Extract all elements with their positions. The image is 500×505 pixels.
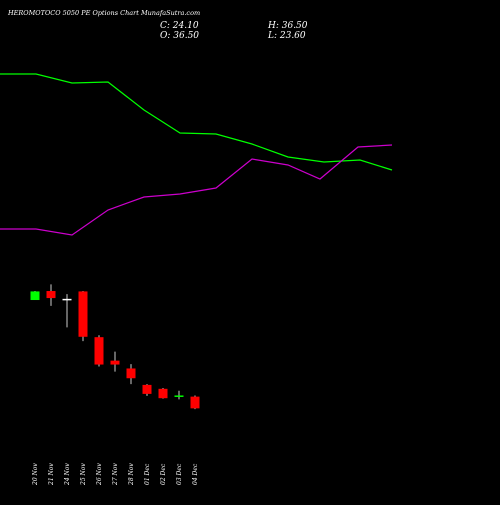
candles xyxy=(30,284,200,410)
x-axis-labels: 20 Nov 21 Nov 24 Nov 25 Nov 26 Nov 27 Nov 28 N… xyxy=(32,463,199,486)
x-tick-label: 03 Dec xyxy=(176,463,183,485)
x-tick-label: 01 Dec xyxy=(144,463,151,485)
x-tick-label: 02 Dec xyxy=(160,463,167,485)
x-tick-label: 27 Nov xyxy=(112,463,119,486)
x-tick-label: 04 Dec xyxy=(192,463,199,485)
green-indicator-line xyxy=(0,73,393,171)
candle-body xyxy=(110,360,120,365)
x-tick-label: 25 Nov xyxy=(80,463,87,486)
close-label: C: 24.10 xyxy=(160,21,199,31)
x-tick-label: 26 Nov xyxy=(96,463,103,486)
chart-title: HEROMOTOCO 5050 PE Options Chart MunafaS… xyxy=(7,9,200,17)
candle-body xyxy=(158,388,168,399)
candle-body xyxy=(94,337,104,365)
x-tick-label: 21 Nov xyxy=(48,463,55,486)
open-label: O: 36.50 xyxy=(160,31,199,41)
candle-body xyxy=(30,291,40,301)
x-tick-label: 28 Nov xyxy=(128,463,135,486)
candle-body xyxy=(174,395,184,397)
low-label: L: 23.60 xyxy=(267,31,306,41)
x-tick-label: 20 Nov xyxy=(32,463,39,486)
candle-body xyxy=(190,396,200,409)
candle-body xyxy=(46,291,56,299)
high-label: H: 36.50 xyxy=(267,21,308,31)
magenta-indicator-line xyxy=(0,144,393,236)
candle-body xyxy=(78,291,88,337)
candle-body xyxy=(126,368,136,379)
candle-body xyxy=(142,384,152,394)
x-tick-label: 24 Nov xyxy=(64,463,71,486)
candle-body xyxy=(62,298,72,301)
indicator-lines xyxy=(0,73,393,236)
